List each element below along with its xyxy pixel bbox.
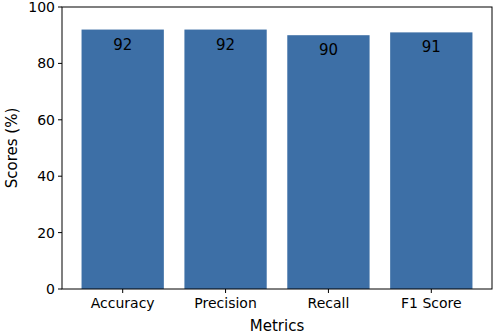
y-tick [58, 176, 62, 177]
y-tick [58, 63, 62, 64]
x-tick-label: F1 Score [401, 295, 462, 311]
x-tick-label: Recall [308, 295, 350, 311]
x-tick-label: Precision [194, 295, 256, 311]
data-label: 92 [113, 36, 132, 54]
frame [62, 7, 492, 289]
x-tick [225, 289, 226, 293]
bar [287, 35, 369, 289]
y-tick [58, 232, 62, 233]
y-axis-label: Scores (%) [3, 108, 21, 189]
y-tick-label: 40 [37, 168, 55, 184]
x-tick [328, 289, 329, 293]
y-tick [58, 289, 62, 290]
y-tick [58, 119, 62, 120]
data-label: 90 [319, 41, 338, 59]
y-tick [58, 7, 62, 8]
bar [390, 32, 472, 289]
y-tick-label: 60 [37, 112, 55, 128]
y-tick-label: 0 [46, 281, 55, 297]
y-tick-label: 20 [37, 225, 55, 241]
bar [82, 30, 164, 289]
x-tick [431, 289, 432, 293]
chart: 92 92 90 91 0 20 40 60 80 100 Accuracy Precision Rec… [0, 0, 500, 336]
x-tick-label: Accuracy [91, 295, 155, 311]
bars [82, 30, 473, 289]
y-tick-label: 100 [28, 0, 55, 15]
data-label: 91 [422, 38, 441, 56]
x-tick [122, 289, 123, 293]
data-label: 92 [216, 36, 235, 54]
y-tick-label: 80 [37, 55, 55, 71]
bar [184, 30, 266, 289]
x-axis-label: Metrics [250, 317, 305, 335]
